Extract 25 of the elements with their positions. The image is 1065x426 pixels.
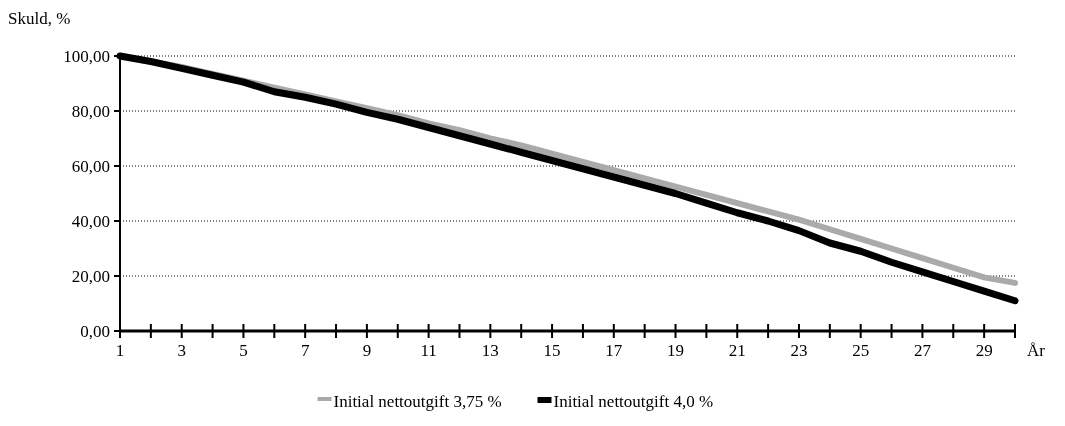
x-tick-label: 25 [852,341,870,360]
y-axis-title: Skuld, % [8,9,71,28]
x-tick-label: 23 [790,341,808,360]
x-tick-label: 15 [543,341,561,360]
x-tick-label: 5 [239,341,248,360]
x-tick-label: 3 [177,341,186,360]
x-axis-title: År [1027,341,1046,360]
x-tick-label: 13 [481,341,499,360]
x-tick-label: 9 [362,341,372,360]
y-tick-label: 0,00 [80,321,110,341]
x-tick-label: 19 [667,341,685,360]
y-tick-label: 40,00 [71,211,110,231]
legend-label: Initial nettoutgift 3,75 % [333,391,502,411]
x-tick-label: 1 [115,341,125,360]
y-tick-label: 100,00 [63,46,110,66]
x-tick-label: 17 [605,341,623,360]
y-tick-label: 80,00 [71,101,110,121]
legend-label: Initial nettoutgift 4,0 % [553,391,714,411]
x-tick-label: 29 [975,341,993,360]
y-tick-label: 20,00 [71,266,110,286]
y-tick-label: 60,00 [71,156,110,176]
x-tick-label: 21 [728,341,746,360]
x-tick-label: 7 [300,341,310,360]
x-tick-label: 27 [913,341,932,360]
x-tick-label: 11 [420,341,437,360]
